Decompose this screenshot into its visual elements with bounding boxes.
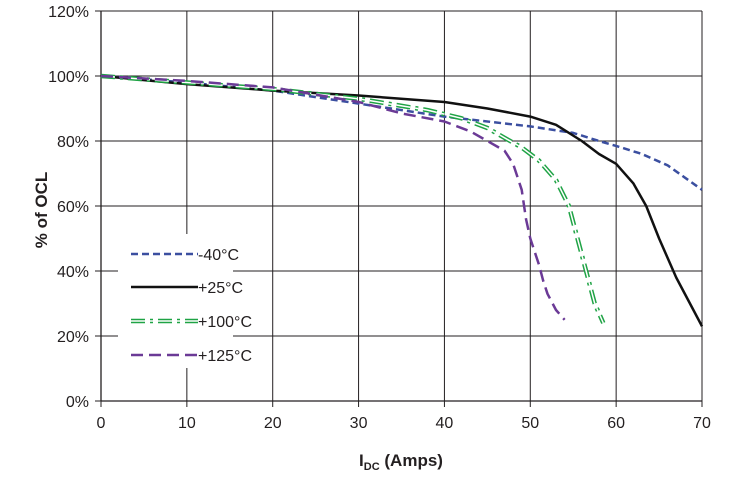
x-axis-title-main: I <box>359 451 364 470</box>
x-tick-label-30: 30 <box>350 415 368 432</box>
x-tick-label-70: 70 <box>693 415 711 432</box>
y-tick-label-60: 60% <box>57 199 89 216</box>
x-tick-label-40: 40 <box>436 415 454 432</box>
y-tick-label-40: 40% <box>57 264 89 281</box>
y-tick-label-80: 80% <box>57 134 89 151</box>
legend-item-0: -40°C <box>131 247 239 264</box>
legend: -40°C +25°C +100°C +125°C <box>118 234 252 368</box>
legend-label-1: +25°C <box>198 280 243 297</box>
series-lines <box>100 73 704 327</box>
x-tick-label-10: 10 <box>178 415 196 432</box>
legend-item-2: +100°C <box>131 314 252 331</box>
legend-item-3: +125°C <box>131 348 252 365</box>
x-tick-label-60: 60 <box>607 415 625 432</box>
x-tick-label-0: 0 <box>97 415 106 432</box>
legend-item-1: +25°C <box>131 280 243 297</box>
grid <box>101 10 703 401</box>
x-axis-title-subscript: DC <box>364 461 380 473</box>
y-tick-label-20: 20% <box>57 329 89 346</box>
x-axis-title-unit: (Amps) <box>380 451 443 470</box>
x-tick-label-20: 20 <box>264 415 282 432</box>
series-line-3 <box>100 74 566 321</box>
y-tick-label-120: 120% <box>48 4 89 21</box>
legend-background <box>118 234 233 368</box>
y-tick-label-0: 0% <box>66 394 89 411</box>
legend-label-2: +100°C <box>198 314 252 331</box>
legend-label-3: +125°C <box>198 348 252 365</box>
x-tick-label-50: 50 <box>521 415 539 432</box>
y-tick-label-100: 100% <box>48 69 89 86</box>
legend-label-0: -40°C <box>198 247 239 264</box>
tick-labels: 0 10 20 30 40 50 60 70 0% 20% 40% 60% 80% 100% 120% <box>48 4 711 432</box>
y-axis-title: % of OCL <box>32 172 51 249</box>
x-axis-title: IDC (Amps) <box>359 451 443 473</box>
